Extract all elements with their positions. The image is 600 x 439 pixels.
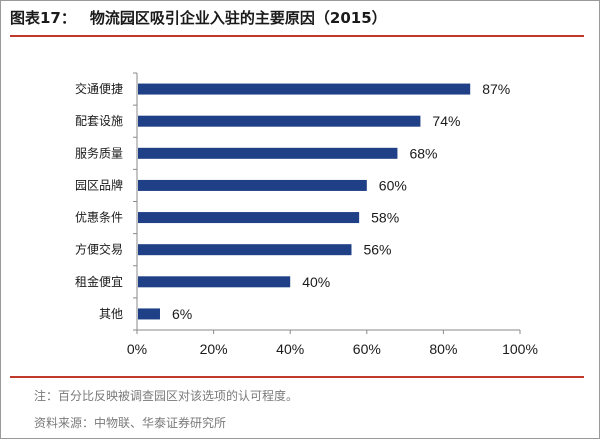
category-label: 优惠条件: [75, 211, 123, 225]
bar: [138, 147, 398, 159]
x-tick-label: 0%: [127, 341, 147, 357]
x-tick-label: 20%: [200, 341, 228, 357]
category-label: 园区品牌: [75, 178, 123, 192]
bar: [138, 115, 421, 127]
category-label: 交通便捷: [75, 81, 123, 96]
chart-bars: [138, 83, 471, 320]
figure-title: 图表17： 物流园区吸引企业入驻的主要原因（2015）: [10, 7, 387, 28]
chart-labels: 0% 20% 40% 60% 80% 100% 交通便捷 87% 配套设施 74% 服务质量 68% 园…: [75, 81, 538, 357]
chart-axes: [133, 72, 521, 334]
category-label: 配套设施: [75, 114, 123, 128]
x-tick-label: 100%: [502, 341, 538, 357]
title-rule: [10, 35, 584, 37]
value-label: 40%: [302, 274, 330, 290]
value-label: 74%: [432, 113, 460, 129]
x-tick-label: 60%: [353, 341, 381, 357]
value-label: 68%: [409, 145, 437, 161]
value-label: 56%: [363, 242, 391, 258]
bar: [138, 244, 352, 256]
bar: [138, 276, 291, 288]
chart-note: 注：百分比反映被调查园区对该选项的认可程度。: [34, 389, 299, 403]
value-label: 87%: [482, 81, 510, 97]
value-label: 6%: [172, 306, 192, 322]
category-label: 方便交易: [75, 242, 123, 257]
figure-label: 图表17：: [10, 9, 76, 27]
chart-title: 物流园区吸引企业入驻的主要原因（2015）: [89, 9, 387, 27]
source-note: 资料来源：中物联、华泰证券研究所: [34, 416, 227, 430]
bar: [138, 179, 367, 191]
bar: [138, 308, 160, 320]
category-label: 租金便宜: [75, 274, 123, 289]
bar: [138, 83, 471, 95]
x-tick-label: 80%: [429, 341, 457, 357]
footer-rule: [10, 376, 584, 378]
category-label: 其他: [99, 307, 123, 321]
value-label: 60%: [379, 177, 407, 193]
bar: [138, 212, 360, 224]
value-label: 58%: [371, 210, 399, 226]
category-label: 服务质量: [75, 145, 123, 160]
x-tick-label: 40%: [276, 341, 304, 357]
